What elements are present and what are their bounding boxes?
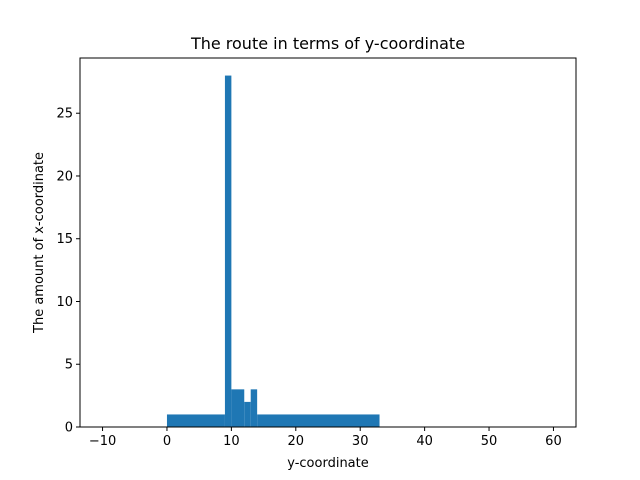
chart-title: The route in terms of y-coordinate — [190, 34, 465, 53]
y-tick-label: 5 — [65, 358, 73, 373]
x-axis-ticks: −10 0 10 20 30 40 50 60 — [89, 427, 562, 449]
y-tick-label: 10 — [56, 295, 73, 310]
histogram-bars — [166, 75, 380, 428]
y-tick-label: 0 — [65, 421, 73, 436]
x-tick-label: 0 — [163, 434, 171, 449]
histogram-bar-2 — [231, 389, 245, 427]
x-tick-label: 40 — [416, 434, 433, 449]
y-axis-ticks: 0 5 10 15 20 25 — [56, 107, 80, 436]
plot-area-frame — [79, 57, 577, 428]
x-tick-label: 10 — [223, 434, 240, 449]
histogram-bar-3 — [244, 401, 251, 427]
histogram-bar-5 — [257, 414, 380, 427]
y-tick-label: 15 — [56, 232, 73, 247]
y-tick-label: 25 — [56, 107, 73, 122]
histogram-bar-4 — [250, 389, 258, 427]
histogram-bar-0 — [166, 414, 225, 427]
x-tick-label: 60 — [545, 434, 562, 449]
y-tick-label: 20 — [56, 169, 73, 184]
x-tick-label: −10 — [89, 434, 116, 449]
y-axis-label: The amount of x-coordinate — [32, 152, 47, 334]
x-tick-label: 50 — [481, 434, 498, 449]
x-axis-label: y-coordinate — [287, 456, 369, 471]
histogram-bar-1 — [224, 75, 232, 428]
x-tick-label: 30 — [352, 434, 369, 449]
x-tick-label: 20 — [288, 434, 305, 449]
